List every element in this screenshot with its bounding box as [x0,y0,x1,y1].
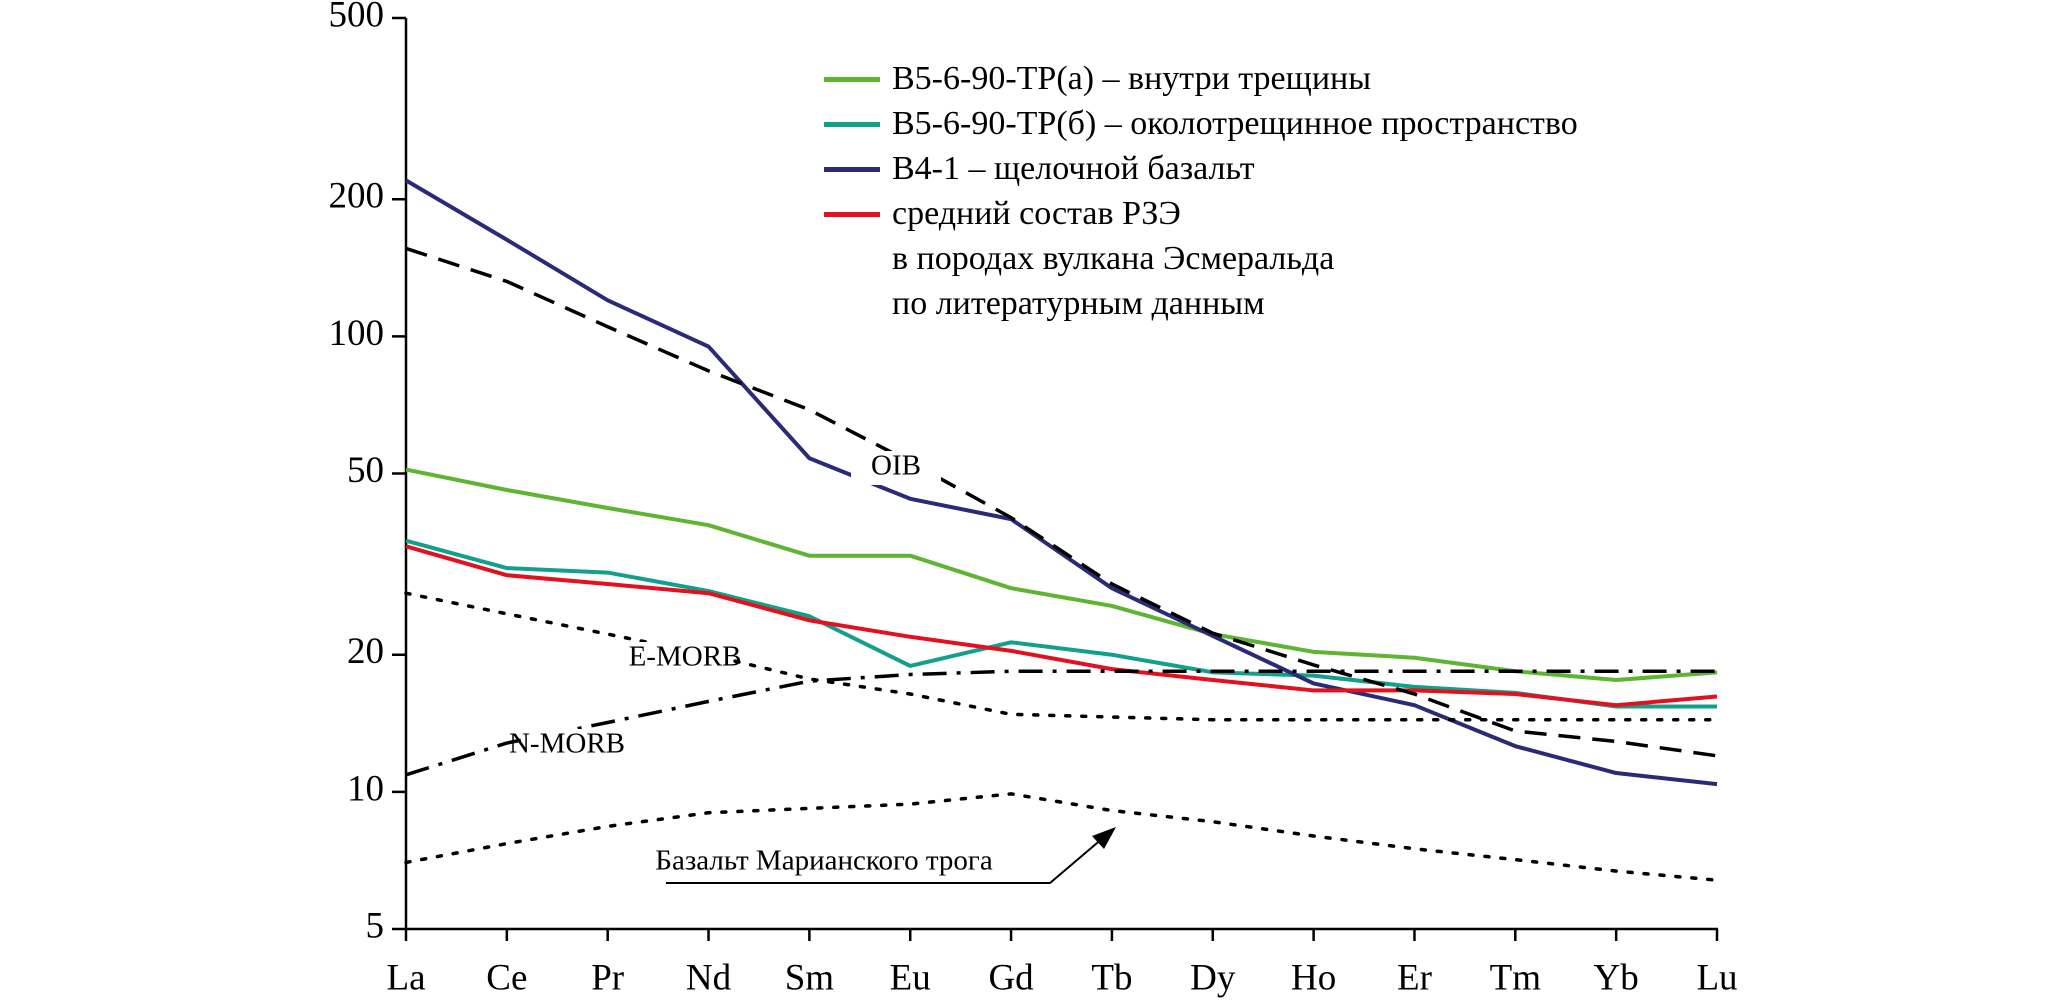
series-line [405,246,1718,758]
y-tick-label: 20 [347,631,384,672]
x-tick-label: Er [1397,957,1432,998]
y-tick-label: 50 [347,450,384,491]
legend-label: B4-1 – щелочной базальт [892,150,1255,187]
annotation-arrowhead [1092,827,1116,849]
x-tick-label: Ho [1291,957,1336,998]
legend-entry: B5-6-90-TP(а) – внутри трещины [824,56,1578,101]
series-line [404,178,1718,787]
series-line [404,792,1719,882]
x-tick-label: Yb [1594,957,1639,998]
y-tick-label: 100 [329,313,385,354]
y-tick-label: 500 [329,0,385,35]
legend-label: B5-6-90-TP(а) – внутри трещины [892,60,1372,97]
annotation: Базальт Марианского трога [655,845,993,877]
series-line [404,591,1719,722]
series-line [405,467,1718,683]
y-tick-label: 200 [329,176,385,217]
annotation-bg [851,451,941,485]
annotation: E-MORB [629,641,742,673]
x-tick-label: Gd [988,957,1034,998]
x-tick-label: Lu [1696,957,1737,998]
legend-swatch [824,122,880,127]
annotation-bg [674,846,974,880]
legend: B5-6-90-TP(а) – внутри трещины B5-6-90-TP… [824,56,1578,326]
x-tick-label: Sm [785,957,835,998]
x-tick-label: La [386,957,425,998]
x-tick-label: Pr [591,957,624,998]
legend-swatch [824,167,880,172]
annotation-leader [666,831,1111,884]
legend-label: B5-6-90-TP(б) – околотрещинное пространс… [892,105,1578,142]
legend-swatch [824,77,880,82]
x-tick-label: Nd [686,957,732,998]
legend-entry: средний состав РЗЭ в породах вулкана Эсм… [824,191,1578,326]
legend-entry: B5-6-90-TP(б) – околотрещинное пространс… [824,101,1578,146]
series-line [405,538,1717,709]
legend-swatch [824,212,880,217]
legend-entry: B4-1 – щелочной базальт [824,146,1578,191]
x-tick-label: Ce [486,957,527,998]
x-tick-label: Tm [1490,957,1542,998]
x-tick-label: Dy [1190,957,1236,998]
annotation-bg [522,729,612,763]
annotation: OIB [871,450,921,482]
annotation-bg [640,642,730,676]
annotation: N-MORB [509,728,625,760]
x-tick-label: Tb [1091,957,1132,998]
y-tick-label: 10 [347,768,384,809]
legend-label: средний состав РЗЭ в породах вулкана Эсм… [892,195,1335,322]
series-line [405,544,1718,708]
y-tick-label: 5 [366,905,385,946]
x-tick-label: Eu [890,957,931,998]
